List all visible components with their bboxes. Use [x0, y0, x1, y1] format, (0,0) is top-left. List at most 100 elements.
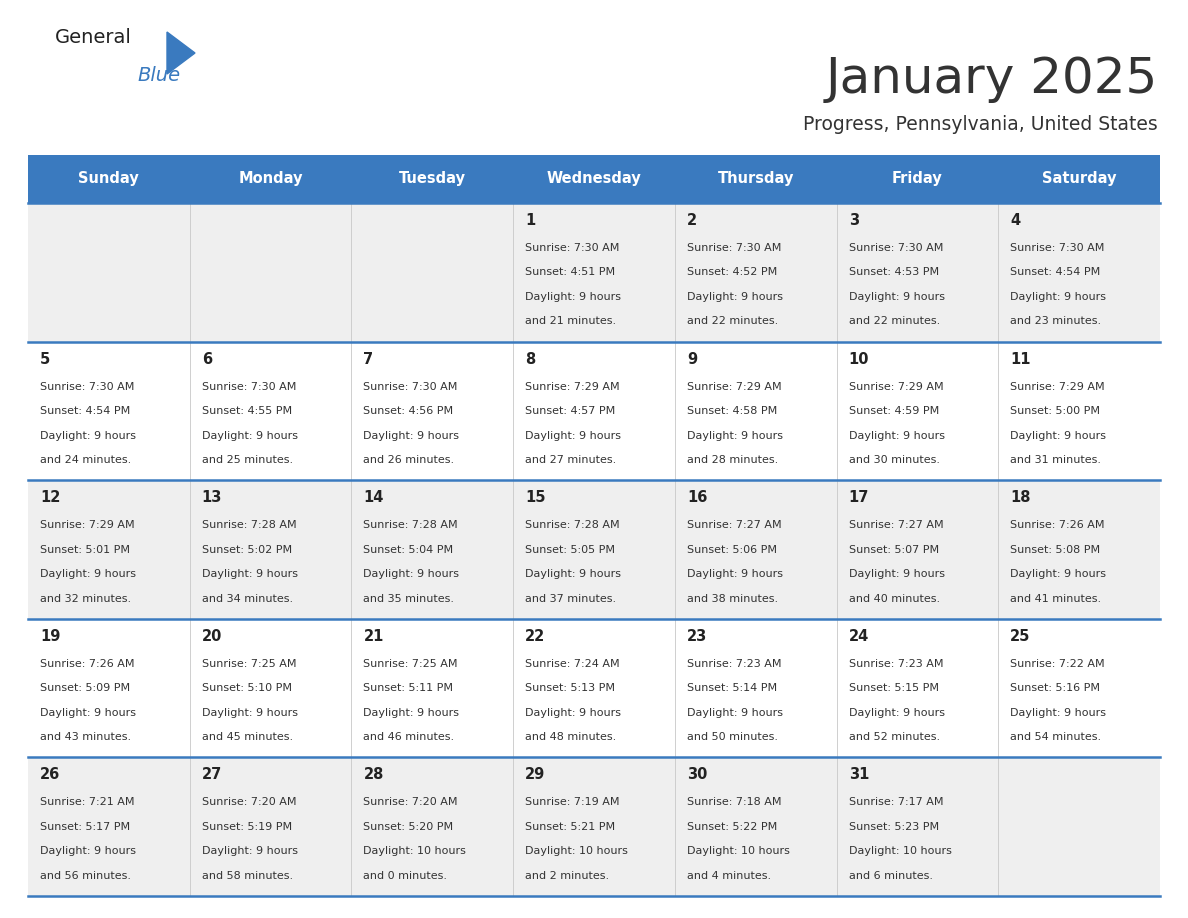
Text: Sunrise: 7:19 AM: Sunrise: 7:19 AM	[525, 798, 620, 808]
Text: and 30 minutes.: and 30 minutes.	[848, 455, 940, 465]
Text: and 6 minutes.: and 6 minutes.	[848, 871, 933, 881]
Text: 9: 9	[687, 352, 697, 366]
Text: Sunset: 5:19 PM: Sunset: 5:19 PM	[202, 822, 292, 832]
Text: and 0 minutes.: and 0 minutes.	[364, 871, 448, 881]
Bar	[29, 341, 190, 480]
Text: 30: 30	[687, 767, 707, 782]
Bar	[29, 619, 190, 757]
Text: Sunset: 4:57 PM: Sunset: 4:57 PM	[525, 406, 615, 416]
Text: Sunrise: 7:28 AM: Sunrise: 7:28 AM	[202, 521, 296, 531]
Text: Sunrise: 7:29 AM: Sunrise: 7:29 AM	[687, 382, 782, 392]
Text: 27: 27	[202, 767, 222, 782]
Text: Daylight: 9 hours: Daylight: 9 hours	[202, 569, 298, 579]
Text: 26: 26	[40, 767, 61, 782]
Text: Sunrise: 7:20 AM: Sunrise: 7:20 AM	[202, 798, 296, 808]
Text: Daylight: 9 hours: Daylight: 9 hours	[202, 708, 298, 718]
Text: and 52 minutes.: and 52 minutes.	[848, 733, 940, 743]
Text: Sunrise: 7:28 AM: Sunrise: 7:28 AM	[364, 521, 459, 531]
Text: 21: 21	[364, 629, 384, 644]
Bar	[675, 757, 836, 896]
Text: 24: 24	[848, 629, 868, 644]
Text: Sunrise: 7:23 AM: Sunrise: 7:23 AM	[687, 659, 782, 669]
Text: and 31 minutes.: and 31 minutes.	[1010, 455, 1101, 465]
Text: Daylight: 9 hours: Daylight: 9 hours	[364, 708, 460, 718]
Text: Daylight: 9 hours: Daylight: 9 hours	[687, 292, 783, 302]
Text: and 21 minutes.: and 21 minutes.	[525, 317, 617, 327]
Text: Sunset: 4:55 PM: Sunset: 4:55 PM	[202, 406, 292, 416]
Text: Sunset: 5:09 PM: Sunset: 5:09 PM	[40, 683, 131, 693]
Text: Sunset: 5:21 PM: Sunset: 5:21 PM	[525, 822, 615, 832]
Text: Daylight: 9 hours: Daylight: 9 hours	[525, 569, 621, 579]
Text: Sunrise: 7:30 AM: Sunrise: 7:30 AM	[364, 382, 457, 392]
Text: Sunset: 5:08 PM: Sunset: 5:08 PM	[1010, 544, 1100, 554]
Text: Daylight: 10 hours: Daylight: 10 hours	[525, 846, 628, 856]
Text: Sunrise: 7:29 AM: Sunrise: 7:29 AM	[40, 521, 134, 531]
Text: Sunset: 4:52 PM: Sunset: 4:52 PM	[687, 267, 777, 277]
Bar	[836, 203, 998, 341]
Text: Daylight: 9 hours: Daylight: 9 hours	[687, 708, 783, 718]
Text: 16: 16	[687, 490, 707, 505]
Text: and 27 minutes.: and 27 minutes.	[525, 455, 617, 465]
Text: 20: 20	[202, 629, 222, 644]
Text: Sunrise: 7:25 AM: Sunrise: 7:25 AM	[364, 659, 457, 669]
Text: Saturday: Saturday	[1042, 172, 1117, 186]
Text: 14: 14	[364, 490, 384, 505]
Text: 5: 5	[40, 352, 50, 366]
Bar	[190, 203, 352, 341]
Text: Daylight: 9 hours: Daylight: 9 hours	[1010, 292, 1106, 302]
Bar	[352, 480, 513, 619]
Text: and 37 minutes.: and 37 minutes.	[525, 594, 617, 604]
Text: Sunrise: 7:30 AM: Sunrise: 7:30 AM	[1010, 243, 1105, 253]
Text: Daylight: 9 hours: Daylight: 9 hours	[848, 292, 944, 302]
Text: Sunset: 4:51 PM: Sunset: 4:51 PM	[525, 267, 615, 277]
Text: Sunset: 4:53 PM: Sunset: 4:53 PM	[848, 267, 939, 277]
Bar	[836, 480, 998, 619]
Text: 28: 28	[364, 767, 384, 782]
Text: Sunset: 5:13 PM: Sunset: 5:13 PM	[525, 683, 615, 693]
Text: Sunrise: 7:17 AM: Sunrise: 7:17 AM	[848, 798, 943, 808]
Text: Sunset: 5:07 PM: Sunset: 5:07 PM	[848, 544, 939, 554]
Text: 29: 29	[525, 767, 545, 782]
Text: Sunset: 5:16 PM: Sunset: 5:16 PM	[1010, 683, 1100, 693]
Bar	[675, 341, 836, 480]
Text: and 48 minutes.: and 48 minutes.	[525, 733, 617, 743]
Text: Daylight: 9 hours: Daylight: 9 hours	[848, 708, 944, 718]
Text: Friday: Friday	[892, 172, 943, 186]
Bar	[190, 155, 352, 203]
Text: Sunrise: 7:29 AM: Sunrise: 7:29 AM	[1010, 382, 1105, 392]
Text: Sunset: 5:06 PM: Sunset: 5:06 PM	[687, 544, 777, 554]
Text: Sunset: 4:58 PM: Sunset: 4:58 PM	[687, 406, 777, 416]
Bar	[352, 155, 513, 203]
Bar	[675, 619, 836, 757]
Bar	[836, 619, 998, 757]
Text: 8: 8	[525, 352, 536, 366]
Text: Daylight: 9 hours: Daylight: 9 hours	[364, 431, 460, 441]
Text: 31: 31	[848, 767, 868, 782]
Text: and 54 minutes.: and 54 minutes.	[1010, 733, 1101, 743]
Bar	[190, 619, 352, 757]
Text: Daylight: 9 hours: Daylight: 9 hours	[40, 708, 135, 718]
Text: 25: 25	[1010, 629, 1031, 644]
Bar	[675, 203, 836, 341]
Text: Sunset: 5:23 PM: Sunset: 5:23 PM	[848, 822, 939, 832]
Text: Sunrise: 7:23 AM: Sunrise: 7:23 AM	[848, 659, 943, 669]
Text: and 35 minutes.: and 35 minutes.	[364, 594, 455, 604]
Text: Daylight: 9 hours: Daylight: 9 hours	[40, 846, 135, 856]
Text: Sunrise: 7:20 AM: Sunrise: 7:20 AM	[364, 798, 457, 808]
Text: 6: 6	[202, 352, 211, 366]
Text: Sunset: 5:17 PM: Sunset: 5:17 PM	[40, 822, 131, 832]
Text: Sunset: 5:20 PM: Sunset: 5:20 PM	[364, 822, 454, 832]
Text: Sunrise: 7:29 AM: Sunrise: 7:29 AM	[848, 382, 943, 392]
Bar	[836, 757, 998, 896]
Text: Daylight: 9 hours: Daylight: 9 hours	[848, 569, 944, 579]
Text: Daylight: 9 hours: Daylight: 9 hours	[1010, 569, 1106, 579]
Text: Sunrise: 7:27 AM: Sunrise: 7:27 AM	[687, 521, 782, 531]
Text: Sunset: 5:01 PM: Sunset: 5:01 PM	[40, 544, 129, 554]
Bar	[998, 619, 1159, 757]
Bar	[190, 757, 352, 896]
Bar	[513, 480, 675, 619]
Text: Sunrise: 7:30 AM: Sunrise: 7:30 AM	[525, 243, 619, 253]
Bar	[190, 341, 352, 480]
Text: Blue: Blue	[137, 66, 181, 85]
Text: 10: 10	[848, 352, 870, 366]
